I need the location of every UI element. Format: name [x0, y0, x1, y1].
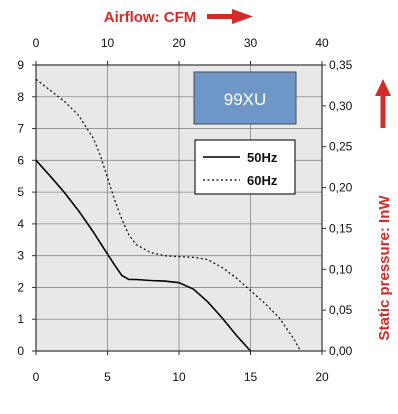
tick-label: 0,15 [329, 221, 353, 235]
tick-label: 0,05 [329, 303, 353, 317]
tick-label: 0,10 [329, 262, 353, 276]
legend-label-60hz: 60Hz [247, 173, 278, 188]
tick-label: 9 [17, 58, 24, 72]
tick-label: 20 [315, 370, 329, 384]
tick-label: 0,30 [329, 99, 353, 113]
tick-label: 0 [17, 344, 24, 358]
tick-label: 1 [17, 312, 24, 326]
left-axis-ticks: 0 1 2 3 4 5 6 7 8 9 [17, 58, 36, 358]
tick-label: 5 [104, 370, 111, 384]
legend-box [194, 139, 296, 195]
tick-label: 0 [33, 36, 40, 50]
up-arrow-icon [375, 79, 391, 128]
arrow-head [232, 9, 253, 24]
tick-label: 8 [17, 90, 24, 104]
tick-label: 20 [172, 36, 186, 50]
tick-label: 15 [244, 370, 258, 384]
arrow-shaft [380, 95, 386, 128]
top-axis-ticks: 0 10 20 30 40 [33, 36, 329, 65]
right-axis-title: Static pressure: InW [376, 195, 393, 341]
tick-label: 10 [101, 36, 115, 50]
legend-label-50hz: 50Hz [247, 150, 278, 165]
bottom-axis-ticks: 0 5 10 15 20 [33, 351, 329, 384]
arrow-shaft [207, 14, 233, 19]
tick-label: 0,00 [329, 344, 353, 358]
tick-label: 6 [17, 153, 24, 167]
tick-label: 5 [17, 185, 24, 199]
tick-label: 0,25 [329, 140, 353, 154]
series-layer [35, 78, 302, 352]
tick-label: 30 [244, 36, 258, 50]
tick-label: 0,35 [329, 58, 353, 72]
series-line-50hz [35, 159, 252, 352]
tick-label: 2 [17, 280, 24, 294]
tick-label: 4 [17, 217, 24, 231]
tick-label: 7 [17, 122, 24, 136]
model-badge-box [193, 71, 297, 125]
model-label: 99XU [224, 90, 267, 109]
arrow-head [375, 79, 391, 96]
tick-label: 0 [33, 370, 40, 384]
tick-label: 10 [172, 370, 186, 384]
top-axis-title: Airflow: CFM [104, 9, 196, 26]
tick-label: 40 [315, 36, 329, 50]
right-axis-ticks: 0,00 0,05 0,10 0,15 0,20 0,25 0,30 0,35 [322, 58, 353, 358]
tick-label: 0,20 [329, 181, 353, 195]
right-arrow-icon [207, 9, 253, 24]
tick-label: 3 [17, 249, 24, 263]
model-badge: 99XU [193, 71, 297, 125]
legend: 50Hz 60Hz [194, 139, 296, 195]
